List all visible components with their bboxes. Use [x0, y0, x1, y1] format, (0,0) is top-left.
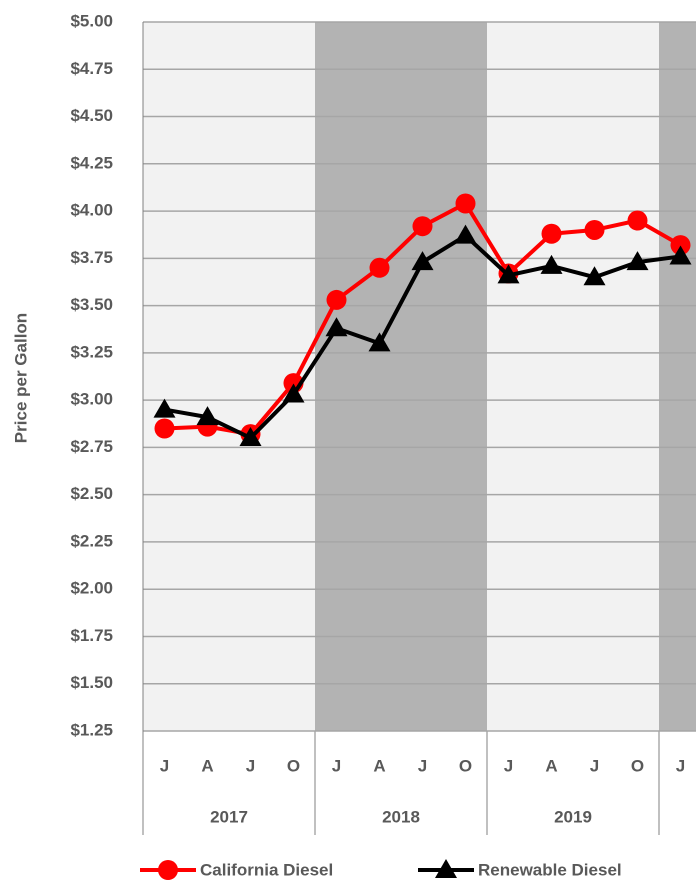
y-tick-label: $3.00 [70, 390, 113, 409]
y-tick-label: $3.25 [70, 342, 113, 361]
data-point [669, 245, 692, 265]
legend-marker [435, 859, 457, 878]
y-tick-label: $4.25 [70, 153, 113, 172]
y-tick-label: $2.25 [70, 531, 113, 550]
data-point [497, 264, 520, 284]
data-point [670, 235, 691, 256]
y-tick-label: $1.50 [70, 673, 113, 692]
data-point [454, 224, 477, 244]
legend-label: Renewable Diesel [478, 860, 622, 879]
data-point [584, 219, 605, 240]
y-axis-label: Price per Gallon [11, 313, 30, 443]
data-point [412, 216, 433, 237]
y-tick-label: $2.00 [70, 579, 113, 598]
data-point [455, 193, 476, 214]
group-label: 2018 [382, 807, 420, 826]
legend-label: California Diesel [200, 860, 333, 879]
data-point [369, 257, 390, 278]
group-label: 2017 [210, 807, 248, 826]
x-tick-label: J [246, 756, 255, 775]
y-tick-label: $1.75 [70, 626, 113, 645]
x-tick-label: O [631, 756, 644, 775]
y-tick-label: $1.25 [70, 720, 113, 739]
year-band [315, 22, 487, 731]
x-tick-label: J [332, 756, 341, 775]
data-point [154, 418, 175, 439]
data-point [239, 426, 262, 446]
x-tick-label: J [160, 756, 169, 775]
y-tick-label: $4.50 [70, 106, 113, 125]
y-tick-label: $3.50 [70, 295, 113, 314]
y-tick-label: $3.75 [70, 248, 113, 267]
data-point [540, 254, 563, 274]
data-point [626, 251, 649, 271]
x-tick-label: A [201, 756, 213, 775]
data-point [153, 398, 176, 418]
y-tick-label: $2.75 [70, 437, 113, 456]
x-tick-label: J [504, 756, 513, 775]
year-band [487, 22, 659, 731]
group-label: 2019 [554, 807, 592, 826]
data-point [627, 210, 648, 231]
year-band [659, 22, 696, 731]
x-tick-label: J [676, 756, 685, 775]
legend-marker [158, 860, 178, 880]
bands [143, 22, 696, 731]
data-point [196, 406, 219, 426]
x-tick-label: O [459, 756, 472, 775]
x-tick-label: J [590, 756, 599, 775]
y-tick-label: $2.50 [70, 484, 113, 503]
data-point [583, 266, 606, 286]
x-tick-label: O [287, 756, 300, 775]
data-point [411, 251, 434, 271]
y-tick-label: $4.75 [70, 59, 113, 78]
data-point [325, 317, 348, 337]
data-point [282, 383, 305, 403]
y-tick-label: $4.00 [70, 201, 113, 220]
data-point [368, 332, 391, 352]
y-tick-label: $5.00 [70, 11, 113, 30]
data-point [326, 289, 347, 310]
x-tick-label: J [418, 756, 427, 775]
x-tick-label: A [545, 756, 557, 775]
data-point [541, 223, 562, 244]
x-tick-label: A [373, 756, 385, 775]
